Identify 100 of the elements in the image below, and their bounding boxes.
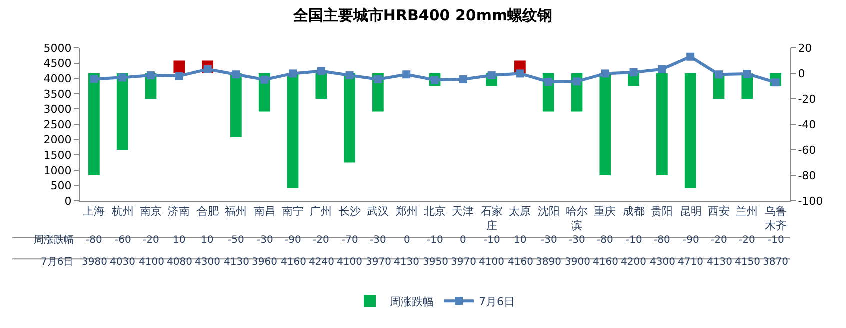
point: [90, 75, 98, 84]
data-label: -30: [257, 235, 274, 246]
legend-label: 周涨跌幅: [390, 295, 434, 308]
x-tick-label: 太原: [509, 205, 531, 218]
point: [658, 65, 666, 74]
data-label: 3870: [763, 257, 788, 268]
y2-tick-label: -20: [798, 92, 816, 106]
point: [232, 70, 240, 79]
data-label: 4200: [621, 257, 646, 268]
data-label: -20: [313, 235, 330, 246]
point: [516, 70, 524, 78]
point: [317, 67, 326, 76]
x-tick-label: 石家庄: [481, 205, 503, 232]
x-tick-label: 济南: [168, 205, 190, 218]
data-label: 10: [201, 235, 214, 246]
data-label: -20: [739, 235, 756, 246]
data-label: 3970: [366, 257, 392, 268]
data-label: -10: [427, 235, 444, 246]
data-label: -90: [285, 235, 302, 246]
data-label: 0: [460, 235, 466, 246]
data-label: 3900: [565, 257, 590, 268]
x-tick-label: 广州: [310, 205, 332, 218]
point: [601, 70, 610, 78]
x-tick-label: 贵阳: [651, 205, 673, 218]
x-tick-label: 南京: [140, 205, 162, 218]
data-label: 4130: [224, 257, 250, 268]
data-label: 4300: [650, 257, 676, 268]
data-label: 3960: [252, 257, 278, 268]
data-label: 4160: [508, 257, 534, 268]
data-label: 4030: [110, 257, 136, 268]
y-tick-label: 3000: [44, 103, 72, 116]
y2-tick-label: 0: [798, 67, 806, 80]
data-label: -20: [143, 235, 160, 246]
data-label: -70: [342, 235, 358, 246]
y-tick-label: 2500: [44, 118, 72, 132]
data-label: 3980: [82, 257, 108, 268]
data-label: -80: [86, 235, 102, 246]
x-tick-label: 上海: [83, 205, 105, 218]
x-tick-label: 南宁: [282, 205, 304, 218]
y-tick-label: 1000: [44, 164, 72, 178]
data-label: 4080: [167, 257, 192, 268]
data-label: -20: [711, 235, 728, 246]
x-tick-label: 乌鲁木齐: [765, 205, 787, 232]
point: [118, 74, 127, 82]
point: [630, 68, 638, 76]
point: [175, 72, 184, 80]
point: [260, 76, 269, 84]
x-tick-label: 南昌: [254, 205, 276, 218]
data-label: -30: [569, 235, 586, 246]
x-tick-label: 西安: [708, 205, 730, 218]
data-label: 4100: [337, 257, 362, 268]
data-label: -10: [768, 235, 784, 246]
data-label: 4710: [678, 257, 704, 268]
point: [573, 78, 581, 86]
x-tick-label: 沈阳: [538, 205, 560, 218]
x-tick-label: 兰州: [736, 205, 758, 218]
y-tick-label: 4000: [44, 72, 72, 86]
data-label: -80: [654, 235, 670, 246]
y-tick-label: 2000: [44, 134, 72, 147]
data-label: -80: [597, 235, 614, 246]
data-label: -10: [484, 235, 500, 246]
data-label: 10: [173, 235, 186, 246]
y-tick-label: 1500: [44, 148, 72, 162]
point: [715, 70, 723, 79]
data-label: -50: [228, 235, 244, 246]
x-tick-label: 昆明: [680, 205, 702, 218]
x-tick-label: 长沙: [339, 205, 361, 218]
y-tick-label: 3500: [44, 88, 72, 101]
data-label: 4100: [139, 257, 164, 268]
point: [374, 76, 382, 84]
y-tick-label: 500: [50, 180, 72, 193]
data-label: 10: [514, 235, 527, 246]
y2-tick-label: -60: [798, 144, 816, 157]
text: 7月6日: [41, 257, 74, 268]
data-label: -10: [626, 235, 642, 246]
point: [402, 70, 411, 79]
y2-tick-label: -40: [798, 118, 816, 132]
x-tick-label: 杭州: [111, 205, 134, 218]
data-label: 3950: [423, 257, 448, 268]
data-label: -60: [115, 235, 132, 246]
y2-tick-label: -100: [798, 194, 824, 208]
x-tick-label: 成都: [623, 205, 645, 218]
data-label: 4130: [394, 257, 420, 268]
y-tick-label: 4500: [44, 57, 72, 70]
x-tick-label: 武汉: [367, 205, 389, 218]
data-label: 4300: [195, 257, 220, 268]
x-tick-label: 重庆: [594, 205, 616, 218]
y2-tick-label: -80: [798, 169, 816, 182]
data-label: 4240: [309, 257, 334, 268]
legend-label: 7月6日: [479, 295, 515, 308]
data-label: -90: [683, 235, 700, 246]
data-label: 3970: [451, 257, 476, 268]
point: [346, 72, 354, 80]
y2-tick-label: 20: [798, 42, 812, 55]
data-label: 4160: [593, 257, 618, 268]
data-label: 4130: [707, 257, 732, 268]
x-tick-label: 合肥: [197, 205, 219, 218]
x-tick-label: 福州: [225, 205, 247, 218]
data-label: 3890: [536, 257, 562, 268]
chart-title: 全国主要城市HRB400 20mm螺纹钢: [292, 6, 553, 24]
